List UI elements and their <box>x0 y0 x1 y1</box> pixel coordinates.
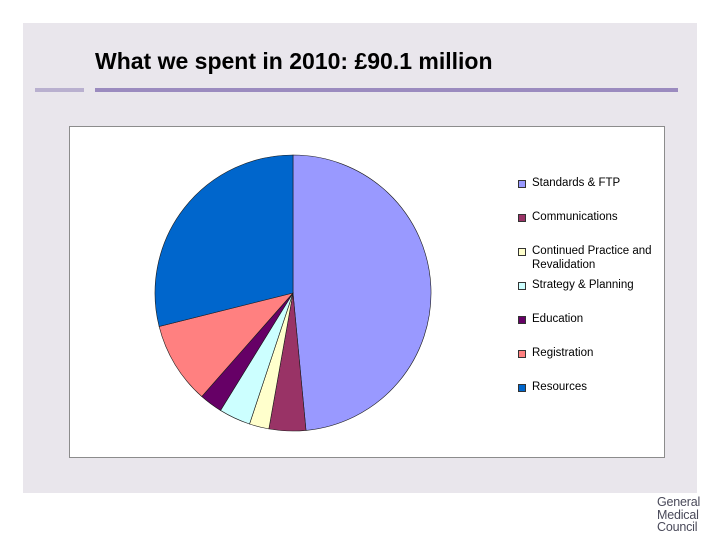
gmc-logo: General Medical Council <box>657 496 700 534</box>
legend-swatch <box>518 180 526 188</box>
title-rule-left <box>35 88 84 92</box>
legend-swatch <box>518 350 526 358</box>
legend-label: Education <box>532 313 584 325</box>
logo-line-council: Council <box>657 520 698 534</box>
pie-slice-standards-ftp <box>292 154 432 431</box>
chart-area <box>69 126 665 458</box>
legend-label: Continued Practice and Revalidation <box>532 245 652 271</box>
legend-swatch <box>518 248 526 256</box>
legend-swatch <box>518 384 526 392</box>
legend-swatch <box>518 316 526 324</box>
legend-label: Standards & FTP <box>532 177 621 189</box>
legend-label: Strategy & Planning <box>532 279 634 291</box>
legend-label: Resources <box>532 381 587 393</box>
logo-line-medical: Medical <box>657 507 699 522</box>
legend-label: Registration <box>532 347 594 359</box>
pie-chart <box>154 154 432 432</box>
slide-title: What we spent in 2010: £90.1 million <box>95 48 493 74</box>
legend-swatch <box>518 214 526 222</box>
title-rule <box>95 88 678 92</box>
legend-label: Communications <box>532 211 618 223</box>
pie-slice-resources <box>154 154 294 327</box>
logo-line-general: General <box>657 495 701 509</box>
pie-slice-registration <box>158 292 294 397</box>
legend-swatch <box>518 282 526 290</box>
